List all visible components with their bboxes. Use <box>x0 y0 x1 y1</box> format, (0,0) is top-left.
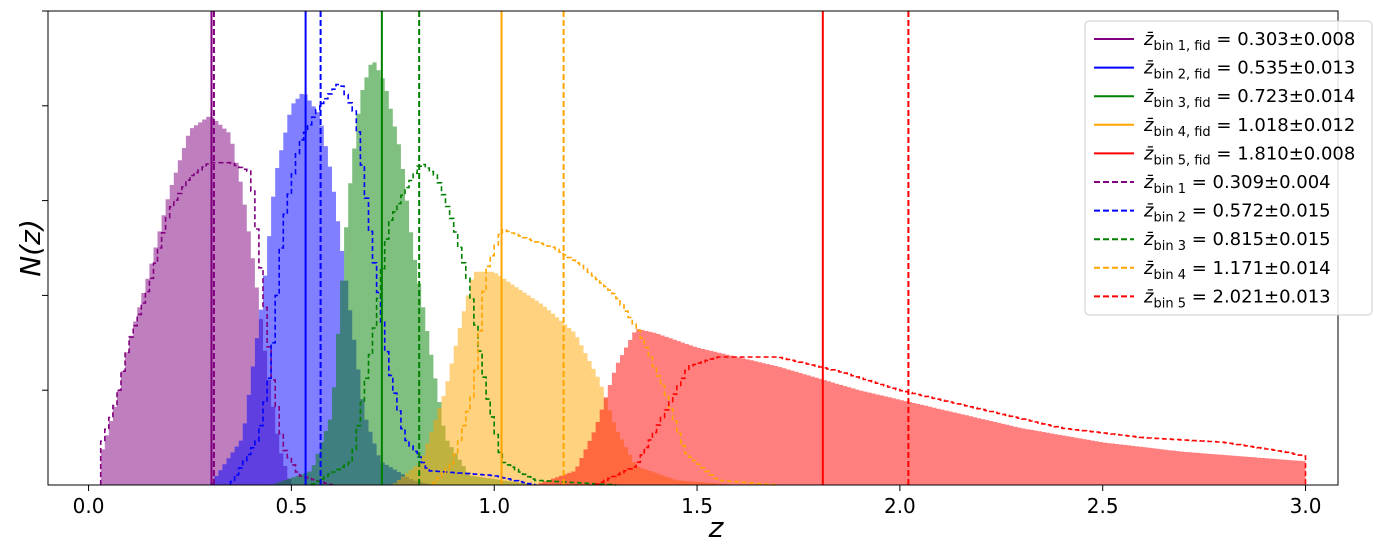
x-tick-label: 1.0 <box>478 494 510 518</box>
measured-histogram-bin-4 <box>432 229 779 486</box>
legend-label-fid-2: z̄bin 2, fid = 0.535±0.013 <box>1143 58 1355 83</box>
x-axis-label: z <box>708 511 725 542</box>
x-tick-label: 0.5 <box>275 494 307 518</box>
fiducial-histogram-fills <box>100 62 1306 486</box>
measured-histogram-bin-5 <box>594 356 1307 485</box>
x-tick-label: 0.0 <box>73 494 105 518</box>
y-axis-label: N(z) <box>14 219 47 277</box>
legend: z̄bin 1, fid = 0.303±0.008 z̄bin 2, fid =… <box>1084 20 1373 316</box>
legend-label-fid-4: z̄bin 4, fid = 1.018±0.012 <box>1143 115 1355 140</box>
legend-box <box>1084 20 1373 316</box>
x-tick-label: 1.5 <box>681 494 713 518</box>
fid-histogram-bin-1 <box>100 116 292 485</box>
fid-histogram-bin-4 <box>392 271 738 485</box>
legend-label-fid-5: z̄bin 5, fid = 1.810±0.008 <box>1143 143 1355 168</box>
measured-histogram-bin-3 <box>310 163 617 486</box>
x-axis-ticks: 0.0 0.5 1.0 1.5 2.0 2.5 3.0 <box>73 485 1322 518</box>
legend-label-4: z̄bin 4 = 1.171±0.014 <box>1143 258 1331 283</box>
legend-label-3: z̄bin 3 = 0.815±0.015 <box>1143 229 1331 254</box>
y-axis-ticks <box>42 10 48 391</box>
fid-histogram-bin-2 <box>210 93 434 486</box>
legend-label-fid-3: z̄bin 3, fid = 0.723±0.014 <box>1143 86 1355 111</box>
legend-label-5: z̄bin 5 = 2.021±0.013 <box>1143 286 1331 311</box>
legend-label-fid-1: z̄bin 1, fid = 0.303±0.008 <box>1143 29 1355 54</box>
x-tick-label: 2.0 <box>884 494 916 518</box>
fid-histogram-bin-3 <box>271 62 535 486</box>
legend-label-1: z̄bin 1 = 0.309±0.004 <box>1143 172 1331 197</box>
mean-redshift-lines <box>210 11 910 485</box>
legend-label-2: z̄bin 2 = 0.572±0.015 <box>1143 201 1331 226</box>
x-tick-label: 2.5 <box>1087 494 1119 518</box>
fid-histogram-bin-5 <box>534 329 1306 485</box>
x-tick-label: 3.0 <box>1290 494 1322 518</box>
